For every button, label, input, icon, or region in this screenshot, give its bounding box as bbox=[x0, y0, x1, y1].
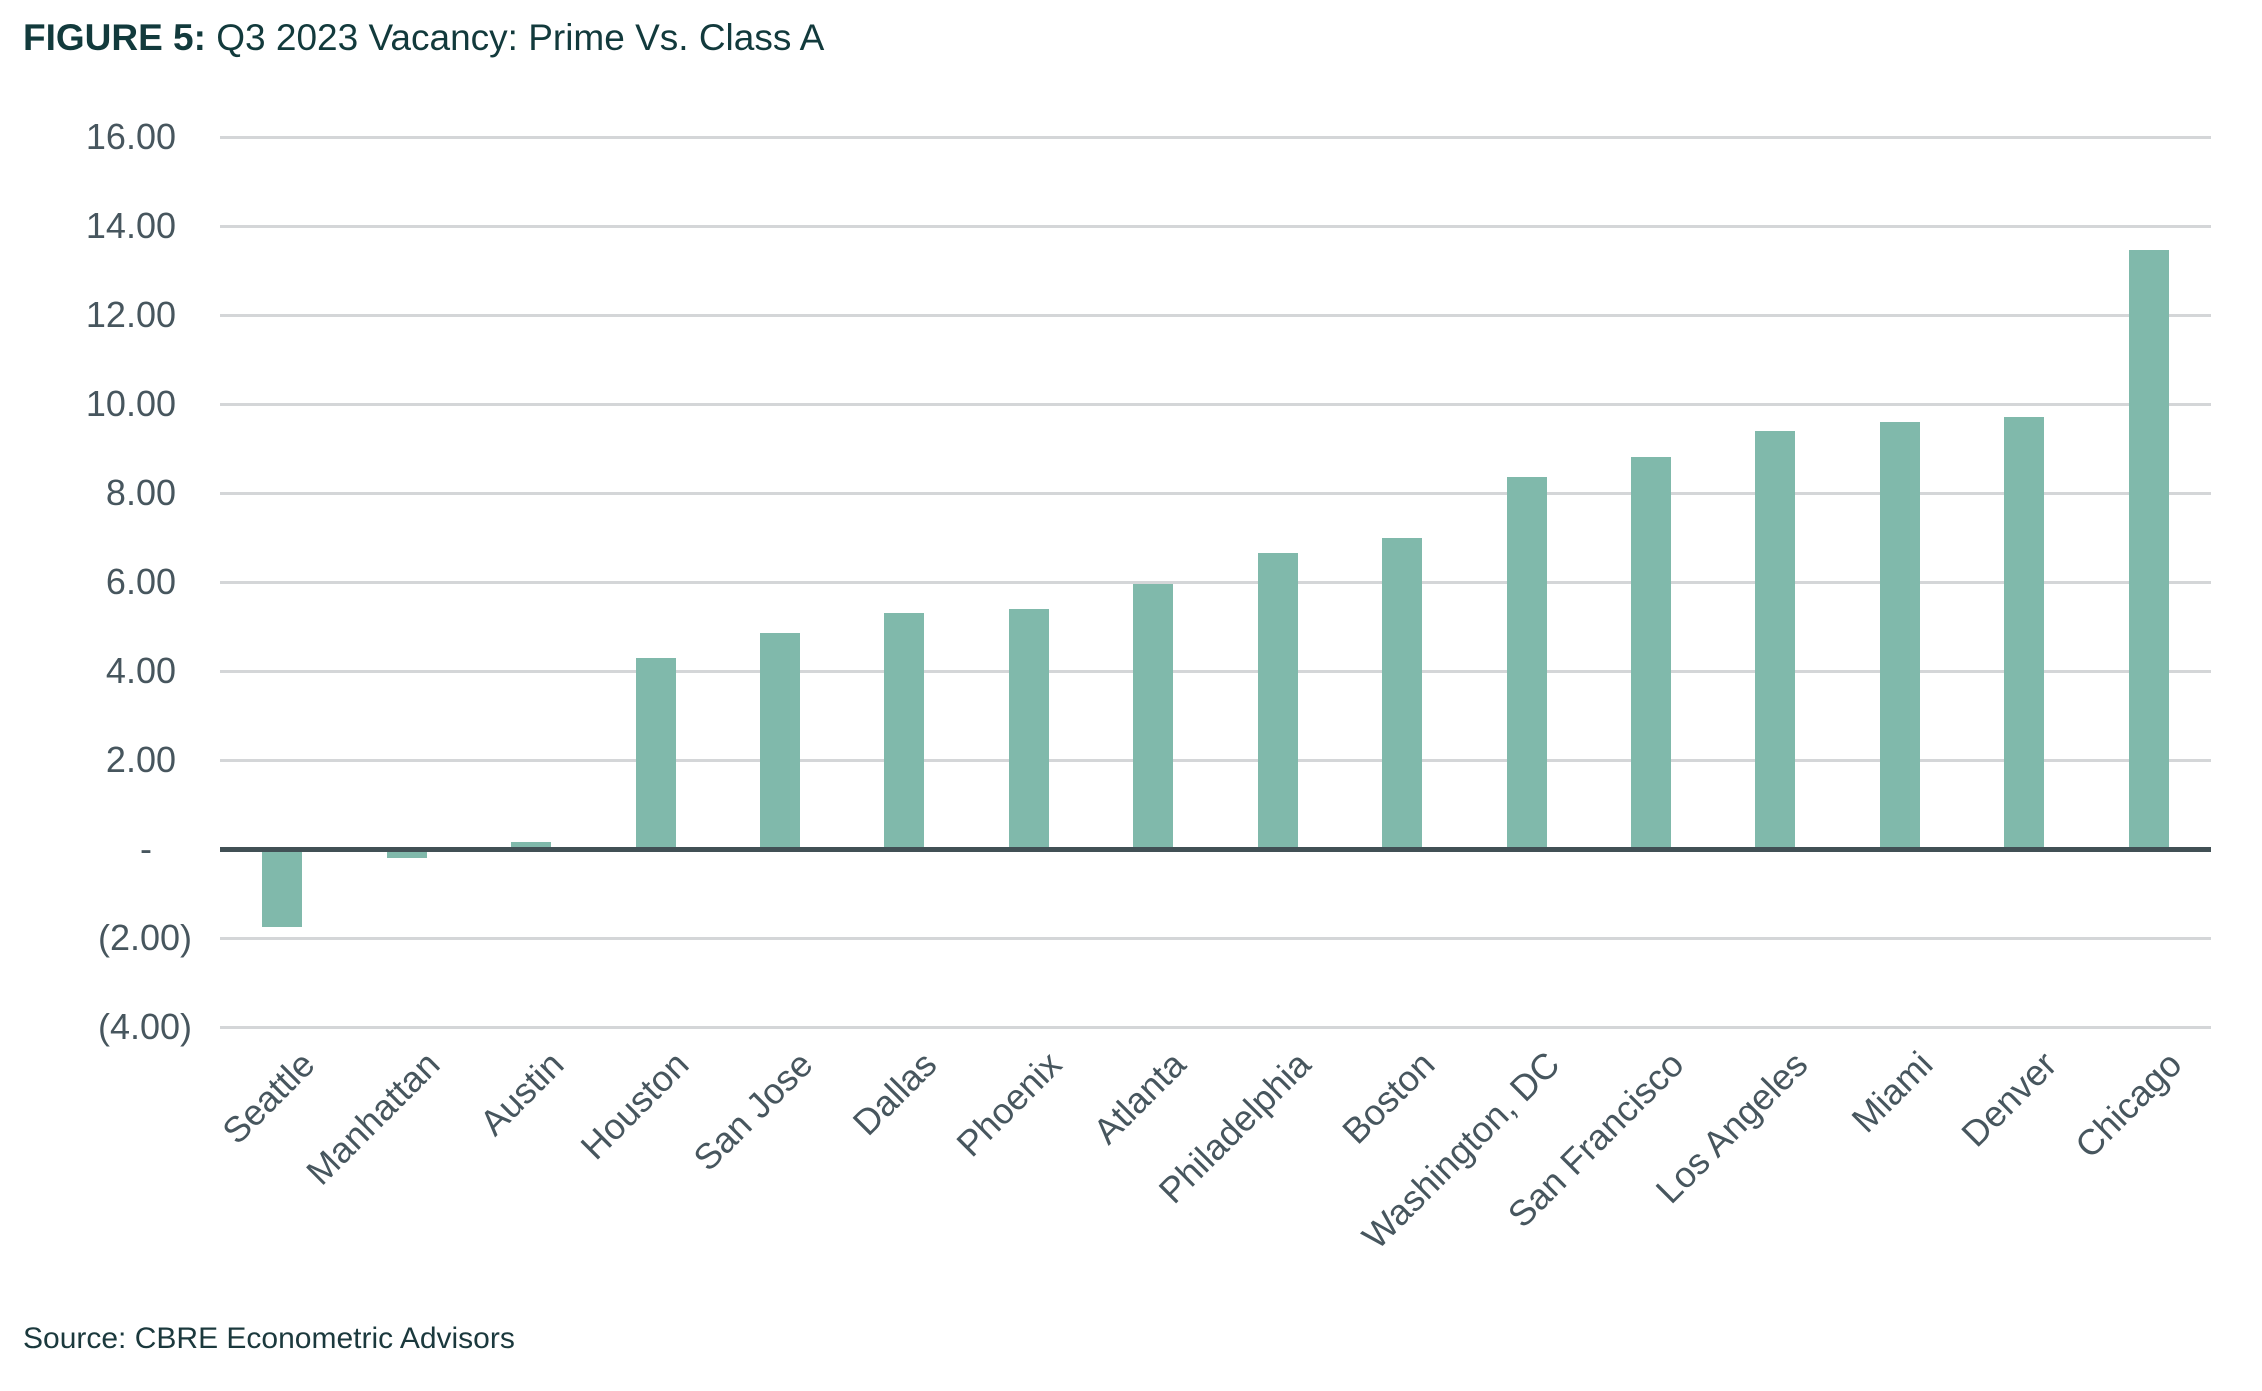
gridline--2 bbox=[220, 936, 2211, 940]
source-note: Source: CBRE Econometric Advisors bbox=[23, 1322, 515, 1355]
plot-area bbox=[220, 135, 2211, 1029]
gridline-10 bbox=[220, 402, 2211, 406]
bar-los-angeles bbox=[1755, 430, 1796, 849]
gridline-2 bbox=[220, 758, 2211, 762]
bar-seattle bbox=[262, 849, 303, 927]
chart-title-text: Q3 2023 Vacancy: Prime Vs. Class A bbox=[205, 17, 825, 58]
y-tick-label-4: 4.00 bbox=[105, 650, 176, 691]
y-tick-label-8: 8.00 bbox=[105, 472, 176, 513]
y-tick-label--4: (4.00) bbox=[97, 1006, 192, 1047]
bar-boston bbox=[1382, 537, 1423, 849]
y-tick-label-2: 2.00 bbox=[105, 739, 176, 780]
bar-philadelphia bbox=[1257, 553, 1298, 849]
y-tick-label-14: 14.00 bbox=[85, 205, 176, 246]
y-tick-label-10: 10.00 bbox=[85, 383, 176, 424]
bar-miami bbox=[1879, 421, 1920, 849]
gridline-8 bbox=[220, 491, 2211, 495]
gridline--4 bbox=[220, 1025, 2211, 1029]
y-tick-label--2: (2.00) bbox=[97, 917, 192, 958]
bar-san-francisco bbox=[1631, 457, 1672, 849]
bar-denver bbox=[2004, 417, 2045, 849]
y-tick-label-16: 16.00 bbox=[85, 116, 176, 157]
bar-houston bbox=[635, 657, 676, 849]
bar-dallas bbox=[884, 613, 925, 849]
y-tick-label-6: 6.00 bbox=[105, 561, 176, 602]
chart-title-prefix: FIGURE 5: bbox=[23, 17, 206, 58]
bar-chicago bbox=[2128, 250, 2169, 849]
zero-axis-line bbox=[220, 846, 2211, 852]
bar-austin bbox=[511, 842, 552, 849]
y-tick-label-0: - bbox=[140, 828, 152, 869]
bar-manhattan bbox=[386, 849, 427, 858]
bar-phoenix bbox=[1008, 608, 1049, 849]
bar-san-jose bbox=[759, 633, 800, 849]
bar-atlanta bbox=[1133, 584, 1174, 849]
gridline-16 bbox=[220, 135, 2211, 139]
y-axis-labels: 16.00 14.00 12.00 10.00 8.00 6.00 4.00 2.00 - (2.… bbox=[0, 0, 192, 1391]
gridline-4 bbox=[220, 669, 2211, 673]
y-tick-label-12: 12.00 bbox=[85, 294, 176, 335]
bar-washington-dc bbox=[1506, 477, 1547, 849]
chart-title: FIGURE 5: Q3 2023 Vacancy: Prime Vs. Cla… bbox=[23, 16, 824, 60]
gridline-6 bbox=[220, 580, 2211, 584]
gridline-12 bbox=[220, 313, 2211, 317]
gridline-14 bbox=[220, 224, 2211, 228]
